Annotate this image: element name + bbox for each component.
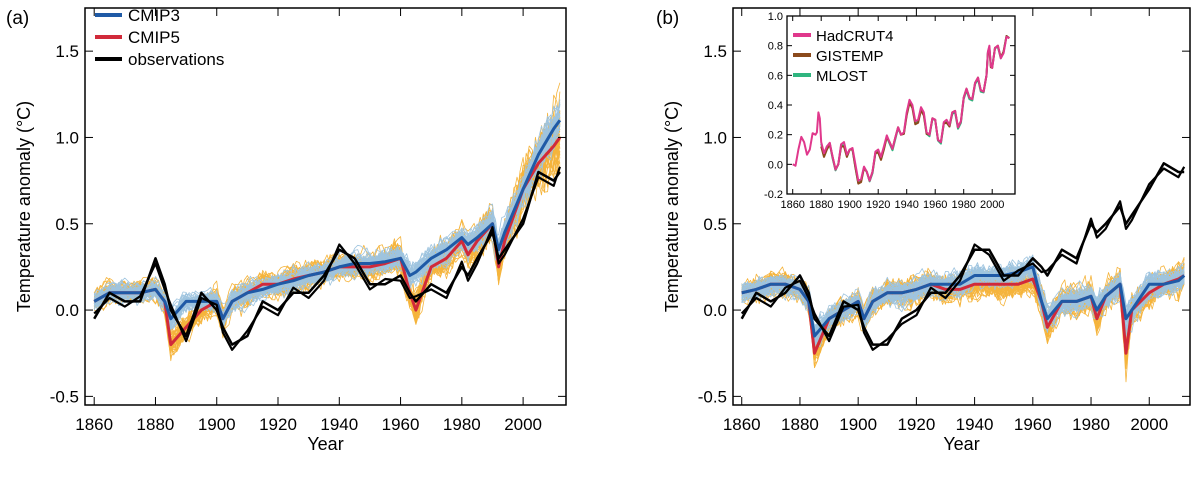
y-tick-label: -0.2 bbox=[764, 189, 783, 201]
legend-label: MLOST bbox=[816, 68, 868, 85]
x-tick-label: 1960 bbox=[382, 415, 420, 434]
ensemble-member-line bbox=[93, 139, 561, 357]
panel-b: 1860 1880 1900 1920 1940 1960 1980 2000 -0.5 0.0 0… bbox=[656, 7, 1191, 454]
y-axis-label: Temperature anomaly (°C) bbox=[14, 101, 34, 312]
x-tick-label: 1880 bbox=[781, 415, 819, 434]
x-tick-label: 1980 bbox=[951, 199, 975, 211]
x-tick-label: 1980 bbox=[1072, 415, 1110, 434]
y-tick-label: 0.8 bbox=[768, 41, 783, 53]
ensemble-member-line bbox=[741, 254, 1185, 329]
legend: CMIP3 CMIP5 observations bbox=[95, 6, 224, 69]
x-axis-label: Year bbox=[307, 434, 343, 454]
hadcrut4-line bbox=[792, 35, 1010, 182]
inset-plot-area bbox=[792, 35, 1010, 185]
inset-legend: HadCRUT4 GISTEMP MLOST bbox=[793, 28, 894, 85]
y-tick-label: 1.0 bbox=[703, 128, 727, 147]
x-tick-label: 1900 bbox=[837, 199, 861, 211]
panel-label: (b) bbox=[656, 8, 679, 29]
plot-area bbox=[93, 82, 562, 362]
legend-label: GISTEMP bbox=[816, 48, 884, 65]
x-tick-label: 1920 bbox=[259, 415, 297, 434]
y-tick-label: 1.5 bbox=[703, 42, 727, 61]
plot-area bbox=[740, 162, 1186, 383]
cmip3-line bbox=[741, 265, 1186, 338]
y-tick-label: 0.6 bbox=[768, 70, 783, 82]
x-axis-label: Year bbox=[943, 434, 979, 454]
cmip3-line bbox=[93, 119, 562, 321]
ensemble-member-line bbox=[93, 99, 561, 325]
ensemble-member-line bbox=[94, 150, 561, 349]
x-tick-label: 1940 bbox=[320, 415, 358, 434]
y-tick-label: 0.5 bbox=[55, 215, 79, 234]
x-tick-label: 1960 bbox=[923, 199, 947, 211]
inset-background bbox=[787, 16, 1015, 194]
x-tick-label: 1860 bbox=[75, 415, 113, 434]
x-tick-label: 1940 bbox=[956, 415, 994, 434]
y-tick-label: 1.0 bbox=[768, 11, 783, 23]
x-tick-label: 1960 bbox=[1014, 415, 1052, 434]
y-tick-label: -0.5 bbox=[50, 387, 79, 406]
ensemble-member-line bbox=[93, 135, 561, 351]
y-tick-label: 0.4 bbox=[768, 100, 783, 112]
x-tick-label: 1860 bbox=[723, 415, 761, 434]
x-tick-label: 2000 bbox=[504, 415, 542, 434]
ensemble-member-line bbox=[93, 140, 561, 347]
ensemble-member-line bbox=[741, 268, 1185, 348]
y-tick-label: 0.0 bbox=[768, 159, 783, 171]
ensemble-member-line bbox=[93, 137, 561, 351]
x-tick-label: 1920 bbox=[897, 415, 935, 434]
legend-label: CMIP3 bbox=[128, 6, 180, 25]
legend-label: CMIP5 bbox=[128, 28, 180, 47]
y-tick-label: 0.2 bbox=[768, 130, 783, 142]
ensemble-member-line bbox=[93, 147, 561, 351]
x-tick-label: 2000 bbox=[1130, 415, 1168, 434]
y-tick-label: 0.0 bbox=[703, 301, 727, 320]
plot-frame bbox=[84, 7, 567, 406]
x-tick-label: 1920 bbox=[866, 199, 890, 211]
x-tick-label: 1880 bbox=[809, 199, 833, 211]
panel-a: 1860 1880 1900 1920 1940 1960 1980 2000 -0.5 0.0 0… bbox=[6, 6, 567, 454]
ensemble-member-line bbox=[93, 128, 561, 362]
x-tick-label: 2000 bbox=[980, 199, 1004, 211]
x-tick-label: 1940 bbox=[894, 199, 918, 211]
x-tick-label: 1880 bbox=[137, 415, 175, 434]
y-tick-label: 0.0 bbox=[55, 301, 79, 320]
ensemble-member-line bbox=[93, 123, 561, 328]
ensemble-member-line bbox=[741, 263, 1185, 334]
observations-line-alt bbox=[93, 166, 561, 351]
legend-label: observations bbox=[128, 50, 224, 69]
x-tick-label: 1860 bbox=[780, 199, 804, 211]
observations-line bbox=[93, 170, 561, 346]
plot-frame bbox=[732, 7, 1191, 406]
x-tick-label: 1900 bbox=[198, 415, 236, 434]
x-tick-label: 1900 bbox=[839, 415, 877, 434]
x-tick-label: 1980 bbox=[443, 415, 481, 434]
observations-line bbox=[740, 162, 1185, 346]
y-axis-label: Temperature anomaly (°C) bbox=[662, 101, 682, 312]
y-tick-label: 1.0 bbox=[55, 128, 79, 147]
inset-panel: 1860 1880 1900 1920 1940 1960 1980 2000 -0.2 0.0 0… bbox=[764, 11, 1016, 211]
y-tick-label: 0.5 bbox=[703, 215, 727, 234]
y-tick-label: 1.5 bbox=[55, 42, 79, 61]
panel-label: (a) bbox=[6, 8, 29, 29]
ensemble-member-line bbox=[93, 138, 561, 353]
legend-label: HadCRUT4 bbox=[816, 28, 894, 45]
y-tick-label: -0.5 bbox=[698, 387, 727, 406]
ensemble-member-line bbox=[94, 137, 561, 356]
